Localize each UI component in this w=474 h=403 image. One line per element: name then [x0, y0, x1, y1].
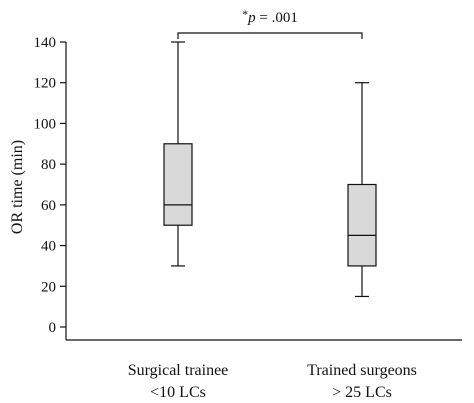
y-tick-label: 0 [49, 320, 57, 336]
iqr-box [163, 143, 193, 226]
y-axis: 0 20 40 60 80 100 120 140 [34, 35, 67, 340]
y-tick-label: 120 [34, 76, 57, 92]
p-value-value: = .001 [256, 10, 298, 26]
iqr-box [347, 183, 377, 267]
box-2 [347, 82, 377, 298]
significance-bracket [177, 32, 363, 39]
x-category-sublabel: > 25 LCs [332, 384, 392, 401]
boxes [163, 41, 377, 298]
y-tick-label: 100 [34, 116, 57, 132]
y-tick-label: 40 [41, 239, 56, 255]
p-value-label: *p = .001 [242, 7, 298, 26]
x-axis: Surgical trainee <10 LCs Trained surgeons >… [66, 339, 462, 401]
box-1 [163, 41, 193, 267]
y-tick-label: 20 [41, 279, 56, 295]
y-tick-label: 80 [41, 157, 56, 173]
y-tick-label: 140 [34, 35, 57, 51]
y-axis-label: OR time (min) [9, 140, 26, 234]
p-value-symbol: p [247, 10, 256, 26]
x-category-label: Surgical trainee [128, 362, 229, 379]
x-category-label: Trained surgeons [307, 362, 417, 379]
p-value-star: * [242, 7, 248, 21]
x-category-sublabel: <10 LCs [150, 384, 206, 401]
y-tick-label: 60 [41, 198, 56, 214]
significance-annotation: *p = .001 [177, 7, 363, 39]
